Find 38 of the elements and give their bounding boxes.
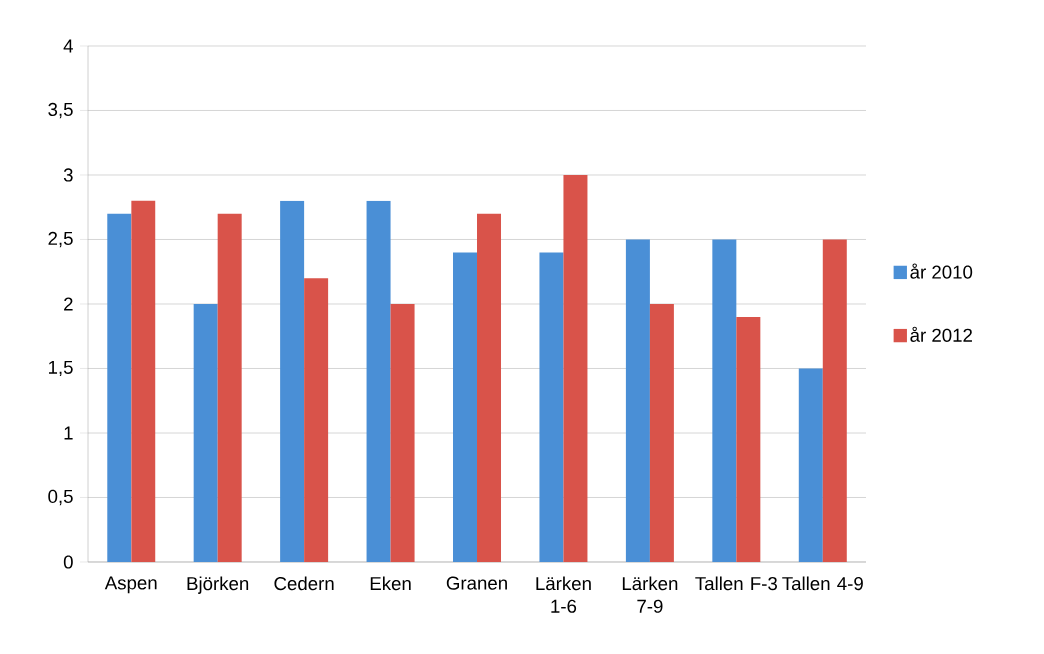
x-tick-label: Tallen 4-9	[782, 576, 863, 591]
y-tick-label: 1,5	[48, 360, 73, 377]
bar	[107, 213, 132, 562]
x-tick-label: Aspen	[104, 576, 157, 594]
y-tick-label: 3,5	[48, 102, 73, 119]
y-tick-label: 0,5	[48, 489, 73, 506]
bar	[539, 252, 564, 562]
bar	[366, 200, 391, 562]
bar	[477, 213, 502, 562]
bar	[649, 304, 674, 562]
y-tick-label: 3	[63, 168, 73, 182]
bar	[625, 239, 650, 562]
bar	[217, 213, 242, 562]
legend-label: år 2012	[910, 326, 972, 342]
x-tick-label: Tallen F-3	[695, 576, 777, 591]
y-tick-label: 4	[63, 39, 73, 53]
x-tick-label: Eken	[370, 576, 411, 591]
bar	[390, 304, 415, 562]
x-tick-label: Björken	[187, 576, 249, 594]
bar	[798, 368, 823, 562]
y-tick-label: 0	[63, 555, 73, 569]
bar	[453, 252, 478, 562]
bar	[131, 200, 156, 562]
bar	[304, 278, 329, 562]
x-tick-label: Granen	[446, 576, 507, 590]
y-tick-label: 1	[64, 426, 73, 440]
y-tick-label: 2,5	[48, 231, 73, 248]
bar	[280, 200, 305, 562]
bar	[712, 239, 737, 562]
bar	[736, 316, 761, 562]
bar	[822, 239, 847, 562]
x-tick-label: Lärken 7-9	[622, 576, 678, 613]
x-tick-label: Lärken 1-6	[536, 576, 591, 613]
bar	[563, 175, 588, 562]
bar	[193, 304, 218, 562]
legend-label: år 2010	[910, 263, 973, 279]
x-tick-label: Cedern	[274, 576, 334, 591]
y-tick-label: 2	[64, 297, 73, 311]
